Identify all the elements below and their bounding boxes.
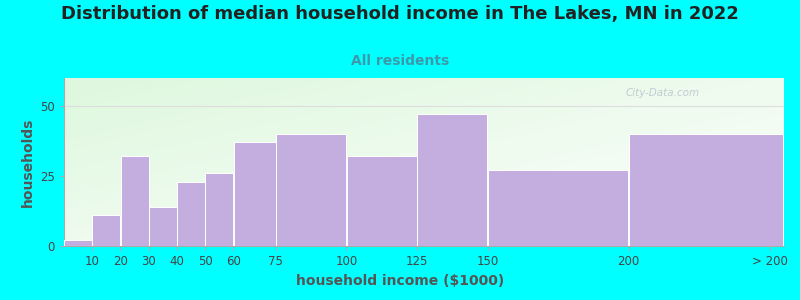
Bar bbox=[418, 114, 487, 246]
Bar bbox=[177, 182, 205, 246]
Text: City-Data.com: City-Data.com bbox=[626, 88, 700, 98]
Bar bbox=[276, 134, 346, 246]
Text: All residents: All residents bbox=[351, 54, 449, 68]
Bar bbox=[488, 170, 628, 246]
Bar bbox=[234, 142, 275, 246]
Bar bbox=[206, 173, 234, 246]
Bar bbox=[149, 207, 177, 246]
Bar bbox=[92, 215, 120, 246]
Y-axis label: households: households bbox=[21, 117, 34, 207]
Bar bbox=[630, 134, 783, 246]
Text: Distribution of median household income in The Lakes, MN in 2022: Distribution of median household income … bbox=[61, 4, 739, 22]
Bar bbox=[64, 240, 92, 246]
Bar bbox=[121, 156, 149, 246]
Text: household income ($1000): household income ($1000) bbox=[296, 274, 504, 288]
Bar bbox=[346, 156, 417, 246]
